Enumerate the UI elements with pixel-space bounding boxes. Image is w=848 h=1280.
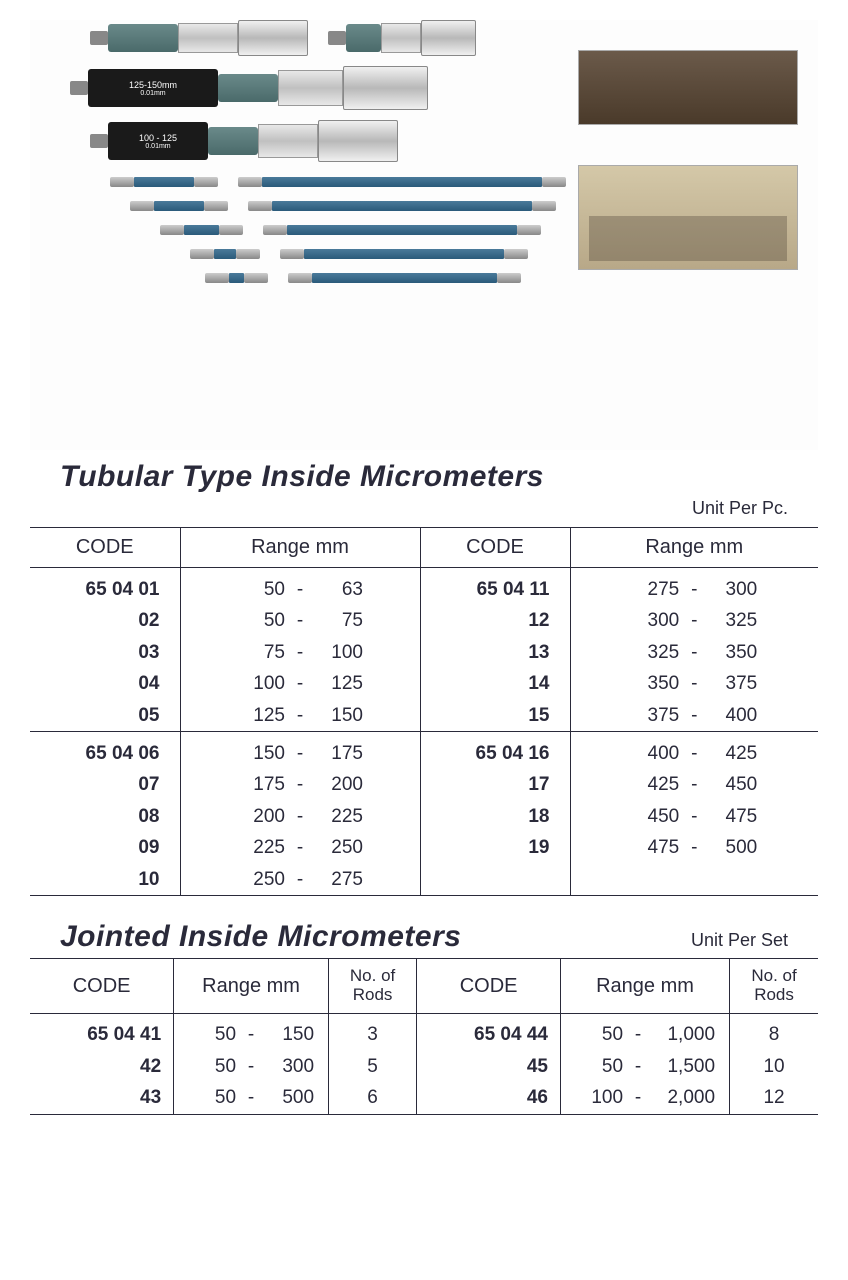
code-cell: 46 bbox=[417, 1082, 561, 1114]
range-cell: 100-125 bbox=[180, 668, 420, 700]
rods-cell: 10 bbox=[730, 1051, 818, 1083]
table-row: 4350-500646100-2,00012 bbox=[30, 1082, 818, 1114]
code-cell: 65 04 41 bbox=[30, 1019, 174, 1051]
rods-cell: 8 bbox=[730, 1019, 818, 1051]
rods-cell: 6 bbox=[328, 1082, 416, 1114]
code-cell: 10 bbox=[30, 864, 180, 896]
code-cell: 02 bbox=[30, 605, 180, 637]
table-row: 05125-15015375-400 bbox=[30, 700, 818, 732]
table-row: 65 04 06150-17565 04 16400-425 bbox=[30, 738, 818, 770]
range-cell: 425-450 bbox=[570, 769, 818, 801]
range-cell: 75-100 bbox=[180, 637, 420, 669]
code-cell: 65 04 06 bbox=[30, 738, 180, 770]
rods-cell: 5 bbox=[328, 1051, 416, 1083]
jointed-unit-label: Unit Per Set bbox=[691, 930, 788, 951]
table-row: 0250-7512300-325 bbox=[30, 605, 818, 637]
range-cell: 50-1,000 bbox=[560, 1019, 729, 1051]
table-row: 07175-20017425-450 bbox=[30, 769, 818, 801]
table-row: 10250-275 bbox=[30, 864, 818, 896]
range-cell: 175-200 bbox=[180, 769, 420, 801]
th-code-left-j: CODE bbox=[30, 959, 174, 1013]
micrometer-sublabel-1: 0.01mm bbox=[140, 90, 165, 97]
range-cell: 50-150 bbox=[174, 1019, 329, 1051]
th-range-left-j: Range mm bbox=[174, 959, 329, 1013]
range-cell: 450-475 bbox=[570, 801, 818, 833]
jointed-table: CODE Range mm No. of Rods CODE Range mm … bbox=[30, 958, 818, 1115]
code-cell: 03 bbox=[30, 637, 180, 669]
code-cell: 04 bbox=[30, 668, 180, 700]
code-cell: 65 04 11 bbox=[420, 574, 570, 606]
range-cell: 50-1,500 bbox=[560, 1051, 729, 1083]
micrometer-row-3: 100 - 125 0.01mm bbox=[30, 120, 818, 162]
tubular-unit-label: Unit Per Pc. bbox=[30, 498, 788, 519]
case-open-image bbox=[578, 165, 798, 270]
micrometer-label-2: 100 - 125 bbox=[139, 133, 177, 143]
code-cell: 65 04 16 bbox=[420, 738, 570, 770]
range-cell: 100-2,000 bbox=[560, 1082, 729, 1114]
range-cell: 50-75 bbox=[180, 605, 420, 637]
th-range-right-j: Range mm bbox=[560, 959, 729, 1013]
range-cell: 250-275 bbox=[180, 864, 420, 896]
range-cell: 150-175 bbox=[180, 738, 420, 770]
th-range-left: Range mm bbox=[180, 528, 420, 568]
micrometer-label-1: 125-150mm bbox=[129, 80, 177, 90]
th-code-right: CODE bbox=[420, 528, 570, 568]
product-image-area: 125-150mm 0.01mm 100 - 125 0.01mm bbox=[30, 20, 818, 450]
code-cell bbox=[420, 864, 570, 896]
th-code-left: CODE bbox=[30, 528, 180, 568]
code-cell: 07 bbox=[30, 769, 180, 801]
code-cell: 65 04 44 bbox=[417, 1019, 561, 1051]
code-cell: 45 bbox=[417, 1051, 561, 1083]
code-cell: 43 bbox=[30, 1082, 174, 1114]
range-cell: 200-225 bbox=[180, 801, 420, 833]
range-cell: 50-300 bbox=[174, 1051, 329, 1083]
code-cell: 19 bbox=[420, 832, 570, 864]
jointed-title: Jointed Inside Micrometers bbox=[60, 920, 461, 954]
th-rods-right-j: No. of Rods bbox=[730, 959, 818, 1013]
code-cell: 12 bbox=[420, 605, 570, 637]
code-cell: 13 bbox=[420, 637, 570, 669]
rods-cell: 3 bbox=[328, 1019, 416, 1051]
code-cell: 18 bbox=[420, 801, 570, 833]
range-cell: 400-425 bbox=[570, 738, 818, 770]
range-cell bbox=[570, 864, 818, 896]
code-cell: 08 bbox=[30, 801, 180, 833]
code-cell: 09 bbox=[30, 832, 180, 864]
range-cell: 300-325 bbox=[570, 605, 818, 637]
range-cell: 375-400 bbox=[570, 700, 818, 732]
range-cell: 50-500 bbox=[174, 1082, 329, 1114]
code-cell: 05 bbox=[30, 700, 180, 732]
range-cell: 225-250 bbox=[180, 832, 420, 864]
range-cell: 275-300 bbox=[570, 574, 818, 606]
table-row: 65 04 0150-6365 04 11275-300 bbox=[30, 574, 818, 606]
rods-cell: 12 bbox=[730, 1082, 818, 1114]
micrometer-sublabel-2: 0.01mm bbox=[145, 143, 170, 150]
code-cell: 65 04 01 bbox=[30, 574, 180, 606]
th-rods-left-j: No. of Rods bbox=[328, 959, 416, 1013]
case-closed-image bbox=[578, 50, 798, 125]
range-cell: 350-375 bbox=[570, 668, 818, 700]
range-cell: 125-150 bbox=[180, 700, 420, 732]
table-row: 09225-25019475-500 bbox=[30, 832, 818, 864]
table-row: 04100-12514350-375 bbox=[30, 668, 818, 700]
table-row: 08200-22518450-475 bbox=[30, 801, 818, 833]
range-cell: 50-63 bbox=[180, 574, 420, 606]
th-range-right: Range mm bbox=[570, 528, 818, 568]
range-cell: 325-350 bbox=[570, 637, 818, 669]
code-cell: 42 bbox=[30, 1051, 174, 1083]
table-row: 65 04 4150-150365 04 4450-1,0008 bbox=[30, 1019, 818, 1051]
code-cell: 17 bbox=[420, 769, 570, 801]
range-cell: 475-500 bbox=[570, 832, 818, 864]
code-cell: 15 bbox=[420, 700, 570, 732]
tubular-table: CODE Range mm CODE Range mm 65 04 0150-6… bbox=[30, 527, 818, 896]
th-code-right-j: CODE bbox=[417, 959, 561, 1013]
table-row: 0375-10013325-350 bbox=[30, 637, 818, 669]
tubular-title: Tubular Type Inside Micrometers bbox=[60, 460, 818, 494]
code-cell: 14 bbox=[420, 668, 570, 700]
table-row: 4250-30054550-1,50010 bbox=[30, 1051, 818, 1083]
